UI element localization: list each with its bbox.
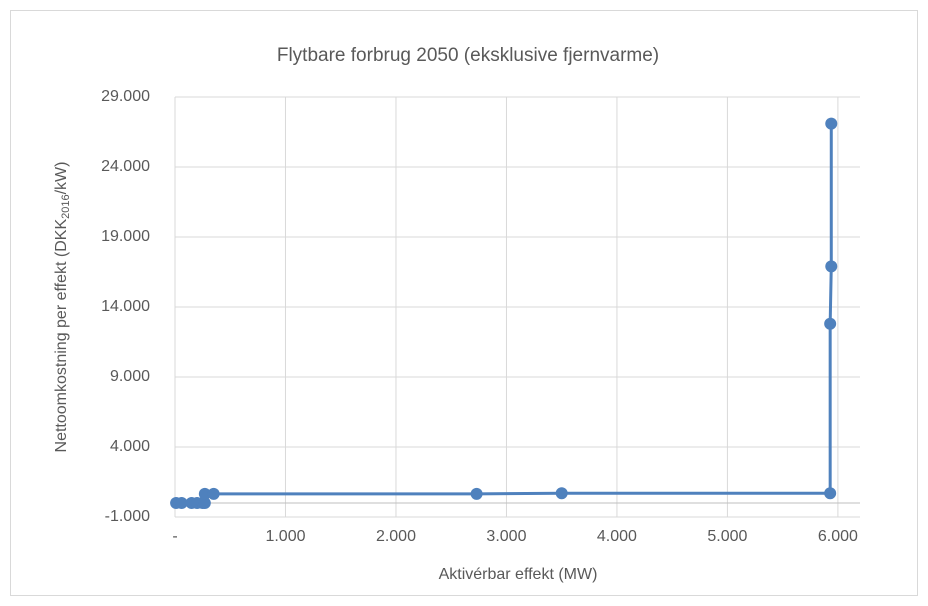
x-tick-label: 3.000 (486, 528, 526, 545)
data-point (825, 260, 838, 273)
y-tick-label: 4.000 (110, 438, 150, 455)
data-point (824, 317, 837, 330)
y-axis-title-sub: 2016 (60, 194, 72, 218)
y-tick-label: 14.000 (101, 298, 150, 315)
data-point (198, 497, 211, 509)
y-tick-label: 29.000 (101, 88, 150, 105)
y-tick-label: 19.000 (101, 228, 150, 245)
data-point (825, 117, 838, 130)
chart-frame (10, 10, 918, 596)
x-axis-title: Aktivérbar effekt (MW) (439, 566, 598, 583)
data-point (555, 487, 568, 500)
y-axis-title-part: Nettoomkostning per effekt (DKK (53, 219, 70, 453)
x-tick-label: 2.000 (376, 528, 416, 545)
y-tick-label: -1.000 (105, 508, 150, 525)
x-tick-label: 4.000 (597, 528, 637, 545)
data-point (470, 487, 483, 500)
x-tick-label: - (172, 528, 177, 545)
y-tick-label: 9.000 (110, 368, 150, 385)
data-point (207, 487, 220, 500)
x-tick-label: 1.000 (265, 528, 305, 545)
x-tick-label: 6.000 (818, 528, 858, 545)
chart-title: Flytbare forbrug 2050 (eksklusive fjernv… (277, 45, 659, 66)
data-point (175, 497, 188, 509)
data-point (824, 487, 837, 500)
y-axis-title-part: /kW) (53, 162, 70, 195)
data-point (198, 487, 211, 500)
x-tick-label: 5.000 (707, 528, 747, 545)
y-axis-title: Nettoomkostning per effekt (DKK2016/kW) (53, 162, 72, 453)
y-tick-label: 24.000 (101, 158, 150, 175)
